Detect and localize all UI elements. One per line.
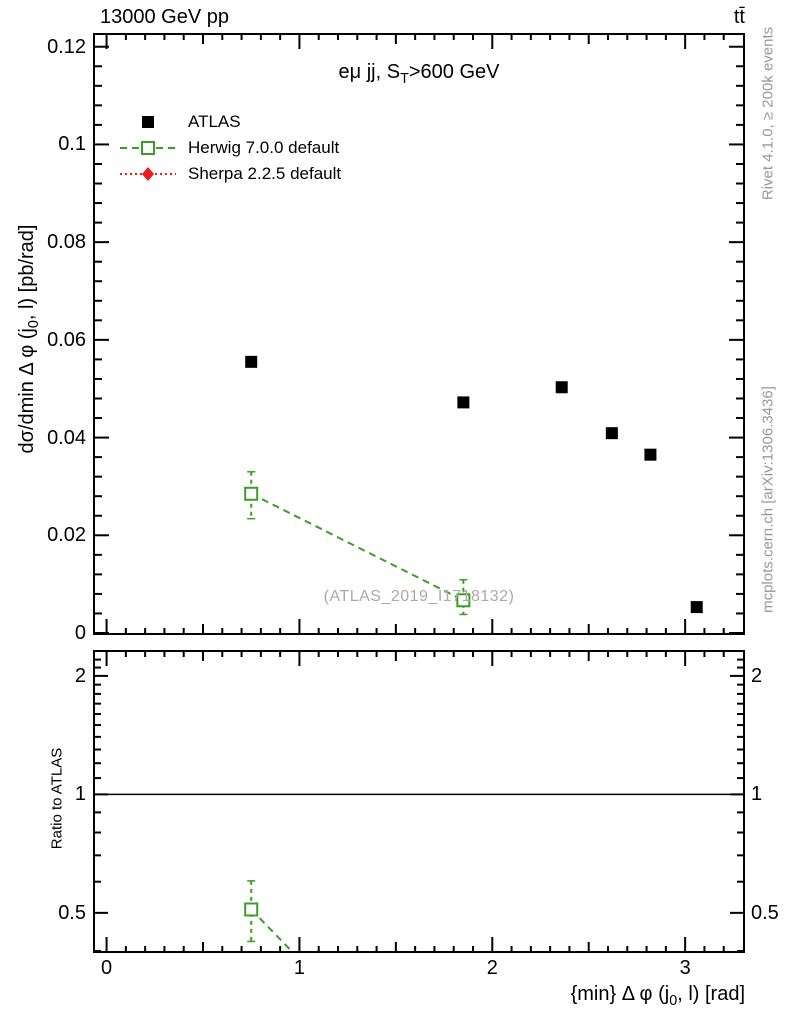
herwig-point [244, 486, 259, 501]
ratio-herwig-line [250, 908, 293, 951]
x-title-post: , l) [rad] [677, 983, 745, 1005]
main-plot-panel: eμ jj, ST>600 GeV ATLAS Herwig 7.0.0 def… [93, 33, 745, 635]
legend-item-sherpa: Sherpa 2.2.5 default [120, 161, 341, 187]
x-axis-title: {min} Δ φ (j0, l) [rad] [571, 983, 745, 1009]
ratio-ytick-label: 0.5 [58, 901, 86, 924]
atlas-point [605, 427, 618, 440]
main-y-title-sub: 0 [26, 320, 42, 329]
selection-cut-label: eμ jj, ST>600 GeV [95, 61, 743, 87]
herwig-marker-icon [120, 141, 176, 155]
legend-label-herwig: Herwig 7.0.0 default [188, 138, 340, 157]
herwig-point [456, 593, 471, 608]
selection-cut-post: >600 GeV [408, 61, 500, 83]
legend-item-herwig: Herwig 7.0.0 default [120, 135, 341, 161]
legend-marker [142, 116, 154, 128]
mcplots-arxiv-note: mcplots.cern.ch [arXiv:1306.3436] [759, 386, 777, 613]
xtick-label: 1 [293, 957, 305, 979]
legend-marker [142, 167, 154, 181]
main-ytick-label: 0.02 [47, 524, 86, 547]
main-ytick-label: 0.12 [47, 35, 86, 58]
legend: ATLAS Herwig 7.0.0 default Sherpa 2.2.5 … [120, 109, 341, 187]
main-ytick-label: 0.06 [47, 328, 86, 351]
main-ytick-label: 0 [74, 622, 86, 644]
ratio-plot-panel [93, 650, 745, 953]
atlas-point [555, 381, 568, 394]
ratio-ytick-label: 2 [74, 664, 86, 687]
ratio-ytick-label-right: 2 [751, 664, 763, 687]
main-ytick-label: 0.1 [58, 133, 86, 156]
legend-sample [120, 167, 176, 181]
x-title-sub: 0 [669, 993, 678, 1009]
x-title-pre: {min} Δ φ (j [570, 983, 670, 1005]
atlas-point [690, 601, 703, 614]
main-ytick-label: 0.08 [47, 231, 86, 254]
beam-energy-label: 13000 GeV pp [100, 6, 229, 28]
xtick-label: 0 [101, 957, 113, 979]
legend-item-atlas: ATLAS [120, 109, 341, 135]
main-ytick-label: 0.04 [47, 426, 86, 449]
ratio-ytick-label: 1 [74, 783, 86, 806]
herwig-line [250, 492, 464, 602]
legend-label-sherpa: Sherpa 2.2.5 default [188, 164, 342, 183]
xtick-label: 2 [486, 957, 498, 979]
atlas-point [644, 448, 657, 461]
rivet-version-note: Rivet 4.1.0, ≥ 200k events [759, 26, 777, 201]
legend-label-atlas: ATLAS [188, 112, 241, 131]
main-plot-canvas [95, 35, 743, 633]
ratio-plot-canvas [95, 652, 743, 951]
ratio-herwig-point [244, 902, 259, 917]
atlas-point [457, 396, 470, 409]
process-label: tt̄ [733, 6, 745, 28]
xtick-label: 3 [679, 957, 691, 979]
ratio-ytick-label-right: 0.5 [751, 901, 779, 924]
legend-marker [141, 141, 155, 155]
selection-cut-pre: eμ jj, S [338, 61, 401, 83]
selection-cut-sub: T [400, 71, 409, 87]
atlas-marker-icon [120, 115, 176, 129]
legend-sample [142, 116, 154, 128]
ratio-ytick-label-right: 1 [751, 783, 763, 806]
sherpa-marker-icon [120, 167, 176, 181]
analysis-id-watermark: (ATLAS_2019_I1718132) [323, 588, 515, 605]
atlas-point [245, 355, 258, 368]
legend-sample [120, 141, 176, 155]
